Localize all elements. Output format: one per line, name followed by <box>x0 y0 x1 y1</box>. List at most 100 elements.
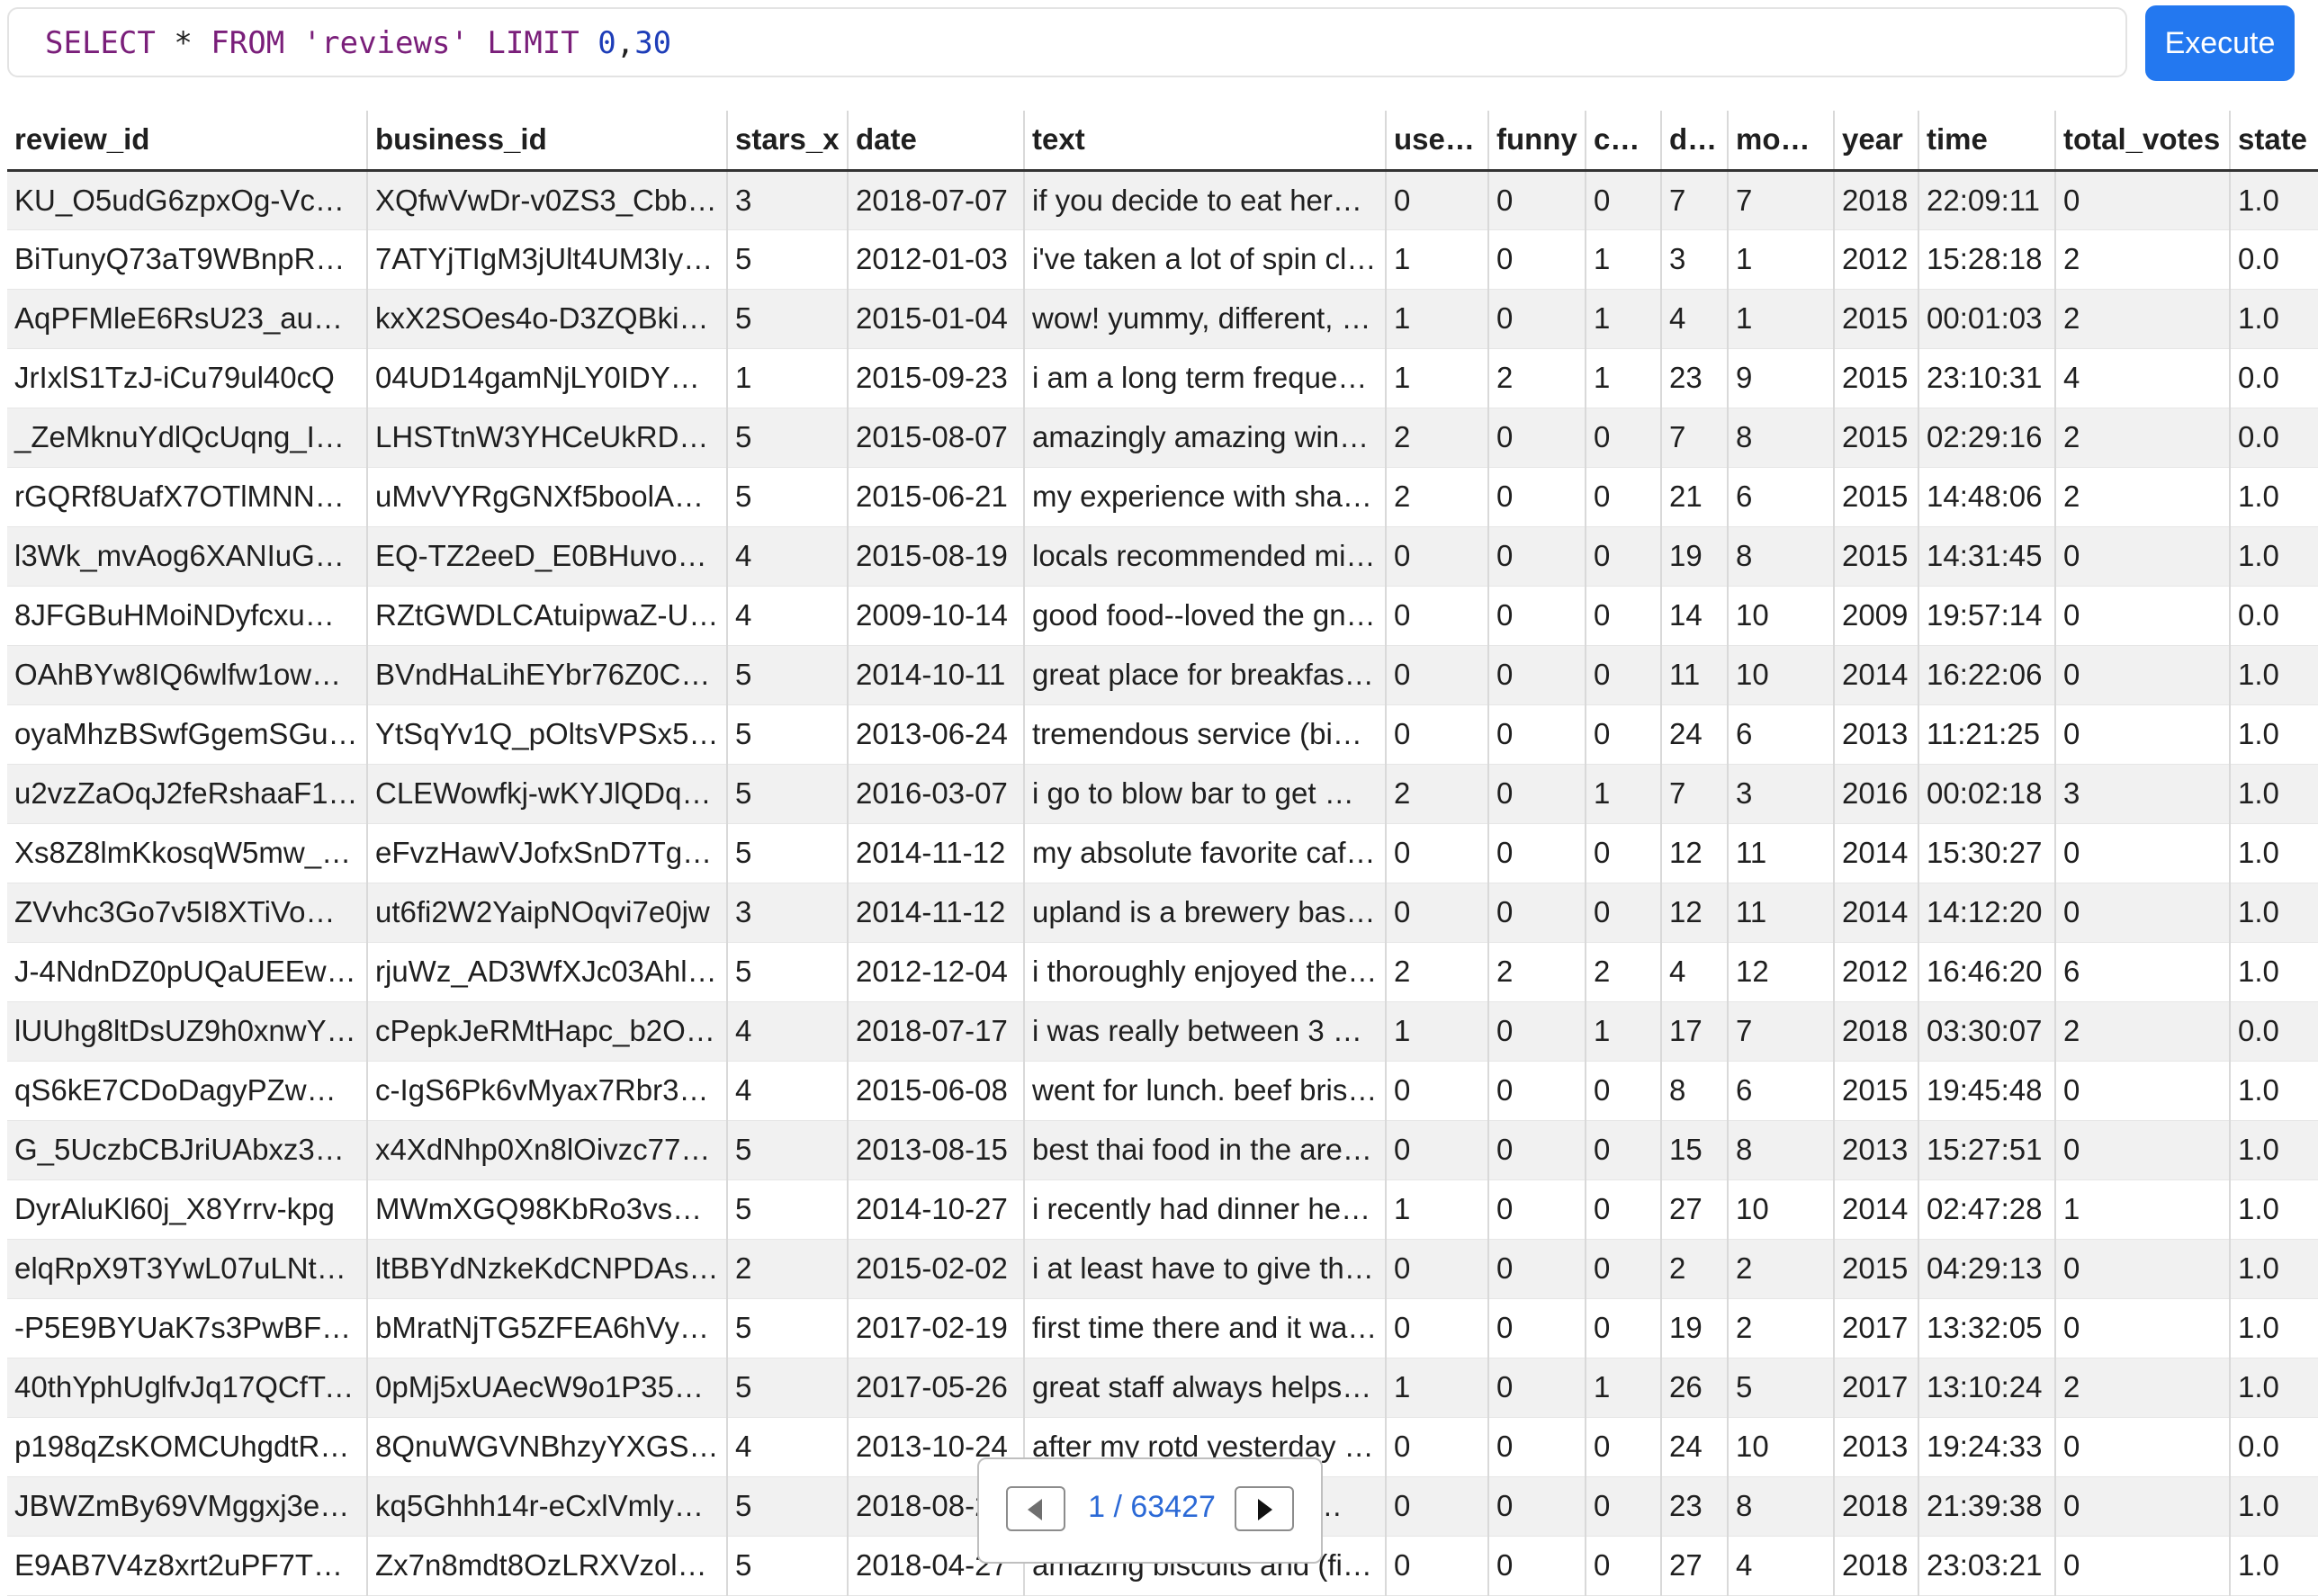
table-cell-month[interactable]: 7 <box>1728 1001 1835 1062</box>
table-cell-useful[interactable]: 0 <box>1386 1536 1489 1596</box>
table-row[interactable]: l3Wk_mvAog6XANIuGQ… EQ-TZ2eeD_E0BHuvoae… 4… <box>7 526 2318 587</box>
table-cell-time[interactable]: 15:27:51 <box>1918 1120 2056 1180</box>
table-cell-text[interactable]: my experience with shali… <box>1024 467 1387 527</box>
table-cell-month[interactable]: 6 <box>1728 704 1835 765</box>
table-cell-time[interactable]: 14:31:45 <box>1918 526 2056 587</box>
table-cell-funny[interactable]: 0 <box>1488 229 1586 290</box>
table-row[interactable]: ZVvhc3Go7v5I8XTiVoW… ut6fi2W2YaipNOqvi7e0… <box>7 883 2318 943</box>
table-cell-review-id[interactable]: -P5E9BYUaK7s3PwBF5… <box>7 1298 368 1358</box>
table-cell-time[interactable]: 13:10:24 <box>1918 1358 2056 1418</box>
column-header-state[interactable]: state <box>2230 111 2318 172</box>
table-cell-text[interactable]: went for lunch. beef bris… <box>1024 1061 1387 1121</box>
table-cell-date[interactable]: 2013-08-15 <box>848 1120 1025 1180</box>
table-row[interactable]: JBWZmBy69VMggxj3eY… kq5Ghhh14r-eCxlVmlyd…… <box>7 1476 2318 1537</box>
table-cell-stars-x[interactable]: 5 <box>727 1358 849 1418</box>
table-cell-review-id[interactable]: 40thYphUglfvJq17QCfTwA <box>7 1358 368 1418</box>
table-cell-year[interactable]: 2015 <box>1834 467 1919 527</box>
table-cell-text[interactable]: i at least have to give thi… <box>1024 1239 1387 1299</box>
table-cell-month[interactable]: 6 <box>1728 467 1835 527</box>
column-header-useful[interactable]: useful <box>1386 111 1489 172</box>
table-cell-state[interactable]: 0.0 <box>2230 1417 2318 1477</box>
table-cell-total-votes[interactable]: 0 <box>2055 1239 2231 1299</box>
table-cell-date[interactable]: 2015-02-02 <box>848 1239 1025 1299</box>
table-cell-day[interactable]: 7 <box>1661 764 1729 824</box>
table-cell-day[interactable]: 7 <box>1661 408 1729 468</box>
table-cell-business-id[interactable]: kxX2SOes4o-D3ZQBki… <box>367 289 728 349</box>
table-cell-useful[interactable]: 2 <box>1386 408 1489 468</box>
table-cell-month[interactable]: 4 <box>1728 1536 1835 1596</box>
table-cell-month[interactable]: 10 <box>1728 645 1835 705</box>
table-cell-total-votes[interactable]: 2 <box>2055 467 2231 527</box>
table-cell-cool[interactable]: 1 <box>1586 1001 1662 1062</box>
table-cell-funny[interactable]: 2 <box>1488 942 1586 1002</box>
table-row[interactable]: G_5UczbCBJriUAbxz3J… x4XdNhp0Xn8lOivzc77J… <box>7 1120 2318 1180</box>
sql-query-input[interactable]: SELECT * FROM 'reviews' LIMIT 0,30 <box>7 7 2127 77</box>
table-cell-year[interactable]: 2013 <box>1834 1120 1919 1180</box>
table-cell-day[interactable]: 11 <box>1661 645 1729 705</box>
table-cell-review-id[interactable]: G_5UczbCBJriUAbxz3J… <box>7 1120 368 1180</box>
table-cell-day[interactable]: 24 <box>1661 704 1729 765</box>
table-row[interactable]: u2vzZaOqJ2feRshaaF1d… CLEWowfkj-wKYJlQDqT… <box>7 764 2318 824</box>
table-cell-total-votes[interactable]: 1 <box>2055 1179 2231 1240</box>
table-cell-review-id[interactable]: OAhBYw8IQ6wlfw1owX… <box>7 645 368 705</box>
table-cell-text[interactable]: best thai food in the are… <box>1024 1120 1387 1180</box>
table-cell-date[interactable]: 2014-11-12 <box>848 823 1025 883</box>
table-cell-useful[interactable]: 0 <box>1386 704 1489 765</box>
table-cell-date[interactable]: 2018-07-17 <box>848 1001 1025 1062</box>
table-cell-business-id[interactable]: MWmXGQ98KbRo3vsS… <box>367 1179 728 1240</box>
table-cell-state[interactable]: 0.0 <box>2230 586 2318 646</box>
table-cell-total-votes[interactable]: 6 <box>2055 942 2231 1002</box>
table-cell-useful[interactable]: 0 <box>1386 823 1489 883</box>
table-cell-stars-x[interactable]: 4 <box>727 1061 849 1121</box>
table-cell-total-votes[interactable]: 0 <box>2055 1298 2231 1358</box>
table-cell-date[interactable]: 2016-03-07 <box>848 764 1025 824</box>
table-cell-year[interactable]: 2012 <box>1834 942 1919 1002</box>
table-cell-date[interactable]: 2012-12-04 <box>848 942 1025 1002</box>
table-cell-review-id[interactable]: KU_O5udG6zpxOg-VcA… <box>7 170 368 230</box>
table-cell-month[interactable]: 11 <box>1728 823 1835 883</box>
table-cell-time[interactable]: 15:30:27 <box>1918 823 2056 883</box>
table-cell-business-id[interactable]: BVndHaLihEYbr76Z0CM… <box>367 645 728 705</box>
table-cell-date[interactable]: 2012-01-03 <box>848 229 1025 290</box>
table-cell-time[interactable]: 16:22:06 <box>1918 645 2056 705</box>
table-cell-time[interactable]: 13:32:05 <box>1918 1298 2056 1358</box>
table-cell-state[interactable]: 1.0 <box>2230 1358 2318 1418</box>
column-header-text[interactable]: text <box>1024 111 1387 172</box>
table-cell-review-id[interactable]: oyaMhzBSwfGgemSGuZ… <box>7 704 368 765</box>
table-row[interactable]: Xs8Z8lmKkosqW5mw_s… eFvzHawVJofxSnD7Tgb… 5… <box>7 823 2318 883</box>
table-cell-business-id[interactable]: CLEWowfkj-wKYJlQDqT… <box>367 764 728 824</box>
next-page-button[interactable] <box>1235 1486 1294 1531</box>
table-cell-business-id[interactable]: bMratNjTG5ZFEA6hVyr-… <box>367 1298 728 1358</box>
table-row[interactable]: J-4NdnDZ0pUQaUEEw… rjuWz_AD3WfXJc03Ahl… 5 2… <box>7 942 2318 1002</box>
table-cell-business-id[interactable]: LHSTtnW3YHCeUkRDG… <box>367 408 728 468</box>
table-cell-total-votes[interactable]: 0 <box>2055 170 2231 230</box>
table-cell-cool[interactable]: 0 <box>1586 1298 1662 1358</box>
table-cell-time[interactable]: 21:39:38 <box>1918 1476 2056 1537</box>
table-cell-stars-x[interactable]: 4 <box>727 1417 849 1477</box>
table-cell-date[interactable]: 2015-09-23 <box>848 348 1025 408</box>
table-cell-text[interactable]: i thoroughly enjoyed the… <box>1024 942 1387 1002</box>
table-cell-date[interactable]: 2015-01-04 <box>848 289 1025 349</box>
table-cell-time[interactable]: 22:09:11 <box>1918 170 2056 230</box>
table-cell-funny[interactable]: 0 <box>1488 1358 1586 1418</box>
table-cell-cool[interactable]: 1 <box>1586 229 1662 290</box>
table-cell-funny[interactable]: 0 <box>1488 170 1586 230</box>
table-cell-useful[interactable]: 2 <box>1386 764 1489 824</box>
table-cell-state[interactable]: 1.0 <box>2230 942 2318 1002</box>
table-cell-date[interactable]: 2014-10-11 <box>848 645 1025 705</box>
column-header-business-id[interactable]: business_id <box>367 111 728 172</box>
table-cell-total-votes[interactable]: 0 <box>2055 1061 2231 1121</box>
table-cell-text[interactable]: i've taken a lot of spin cl… <box>1024 229 1387 290</box>
table-cell-time[interactable]: 19:45:48 <box>1918 1061 2056 1121</box>
column-header-funny[interactable]: funny <box>1488 111 1586 172</box>
table-cell-time[interactable]: 00:02:18 <box>1918 764 2056 824</box>
table-row[interactable]: -P5E9BYUaK7s3PwBF5… bMratNjTG5ZFEA6hVyr-…… <box>7 1298 2318 1358</box>
table-cell-total-votes[interactable]: 0 <box>2055 1120 2231 1180</box>
table-cell-stars-x[interactable]: 3 <box>727 170 849 230</box>
table-cell-cool[interactable]: 0 <box>1586 1476 1662 1537</box>
table-cell-date[interactable]: 2017-02-19 <box>848 1298 1025 1358</box>
table-cell-state[interactable]: 1.0 <box>2230 1061 2318 1121</box>
table-cell-review-id[interactable]: l3Wk_mvAog6XANIuGQ… <box>7 526 368 587</box>
table-cell-cool[interactable]: 0 <box>1586 1417 1662 1477</box>
table-row[interactable]: 8JFGBuHMoiNDyfcxuW… RZtGWDLCAtuipwaZ-Ufj…… <box>7 586 2318 646</box>
